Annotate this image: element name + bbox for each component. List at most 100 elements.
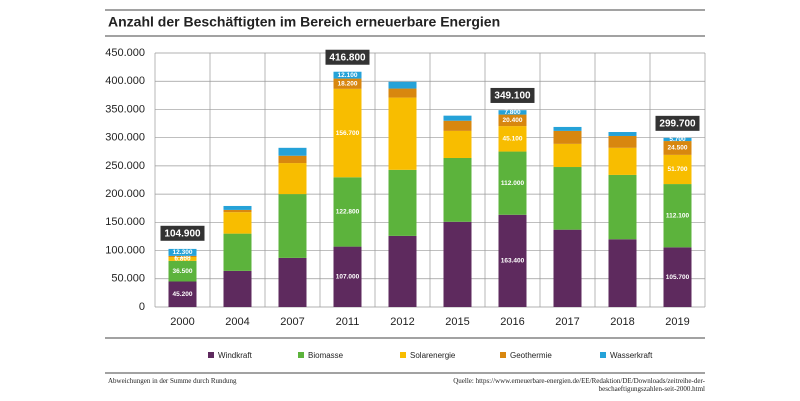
bar-segment <box>608 147 637 175</box>
bar-segment <box>223 270 252 307</box>
value-label: 112.000 <box>501 180 525 187</box>
bar-segment <box>333 246 362 307</box>
bar-segment <box>223 233 252 271</box>
x-tick-label: 2012 <box>390 316 414 328</box>
bar-segment <box>168 260 197 282</box>
value-label: 36.500 <box>173 268 193 275</box>
value-label: 7.800 <box>504 109 521 116</box>
chart-title: Anzahl der Beschäftigten im Bereich erne… <box>108 14 500 30</box>
bar-segment <box>608 132 637 136</box>
value-label: 112.100 <box>666 212 690 219</box>
bar-segment <box>663 137 692 142</box>
bar-segment <box>278 155 307 164</box>
value-label: 18.200 <box>338 80 358 87</box>
legend-swatch <box>298 352 304 358</box>
bar-segment <box>553 143 582 168</box>
value-label: 105.700 <box>666 274 690 281</box>
x-tick-label: 2017 <box>555 316 579 328</box>
bar-segment <box>333 88 362 178</box>
bar-segment <box>333 78 362 89</box>
x-tick-label: 2019 <box>665 316 689 328</box>
x-tick-label: 2000 <box>170 316 194 328</box>
bar-segment <box>278 257 307 307</box>
legend-label: Wasserkraft <box>610 351 653 360</box>
bar-segment <box>663 154 692 185</box>
bar-segment <box>608 135 637 148</box>
bar-segment <box>663 184 692 248</box>
bar-segment <box>443 130 472 158</box>
bar-segment <box>388 235 417 307</box>
legend-swatch <box>400 352 406 358</box>
value-label: 156.700 <box>336 130 360 137</box>
bar-segment <box>443 157 472 222</box>
y-tick-label: 300.000 <box>105 132 145 144</box>
y-tick-label: 100.000 <box>105 244 145 256</box>
y-tick-label: 200.000 <box>105 188 145 200</box>
bar-segment <box>553 167 582 230</box>
legend-swatch <box>500 352 506 358</box>
x-tick-label: 2015 <box>445 316 469 328</box>
source: Quelle: https://www.erneuerbare-energien… <box>453 377 705 393</box>
value-label: 2.100 <box>174 253 191 260</box>
y-tick-label: 150.000 <box>105 216 145 228</box>
value-label: 107.000 <box>336 274 360 281</box>
y-tick-label: 400.000 <box>105 75 145 87</box>
x-tick-label: 2016 <box>500 316 524 328</box>
bar-segment <box>168 257 197 261</box>
y-tick-label: 50.000 <box>111 273 145 285</box>
total-box <box>160 225 205 241</box>
value-label: 45.200 <box>173 291 193 298</box>
bar-segment <box>278 147 307 156</box>
value-label: 51.700 <box>668 166 688 173</box>
legend-label: Biomasse <box>308 351 344 360</box>
total-box <box>490 87 535 103</box>
total-label: 299.700 <box>659 118 696 129</box>
value-label: 122.800 <box>336 209 360 216</box>
bar-segment <box>388 88 417 98</box>
value-label: 5.700 <box>669 136 686 143</box>
footnote: Abweichungen in der Summe durch Rundung <box>108 377 237 385</box>
bar-segment <box>498 214 527 307</box>
bar-segment <box>278 194 307 258</box>
bar-segment <box>333 177 362 247</box>
bar-segment <box>553 130 582 144</box>
bar-segment <box>168 281 197 307</box>
bar-segment <box>498 110 527 115</box>
bar-segment <box>608 174 637 240</box>
x-tick-label: 2018 <box>610 316 634 328</box>
total-box <box>655 115 700 131</box>
bar-segment <box>443 120 472 131</box>
y-tick-label: 350.000 <box>105 103 145 115</box>
total-label: 104.900 <box>164 228 201 239</box>
bar-segment <box>388 81 417 89</box>
bar-segment <box>223 209 252 213</box>
bar-segment <box>663 247 692 307</box>
total-box <box>325 49 370 65</box>
value-label: 20.400 <box>503 117 523 124</box>
bar-segment <box>608 239 637 307</box>
bar-segment <box>168 255 197 258</box>
value-label: 6.800 <box>174 256 191 263</box>
total-label: 349.100 <box>494 91 531 102</box>
legend-label: Windkraft <box>218 351 253 360</box>
bar-segment <box>278 163 307 195</box>
bar-segment <box>168 248 197 256</box>
bar-segment <box>553 229 582 307</box>
value-label: 24.500 <box>668 145 688 152</box>
bar-segment <box>443 115 472 121</box>
y-tick-label: 0 <box>139 301 145 313</box>
legend-label: Geothermie <box>510 351 552 360</box>
bar-segment <box>388 169 417 236</box>
value-label: 163.400 <box>501 258 525 265</box>
bar-segment <box>553 126 582 131</box>
legend-swatch <box>600 352 606 358</box>
x-tick-label: 2004 <box>225 316 249 328</box>
bar-segment <box>223 205 252 210</box>
bar-segment <box>498 114 527 127</box>
x-tick-label: 2011 <box>336 316 360 328</box>
total-label: 416.800 <box>329 52 366 63</box>
value-label: 12.300 <box>173 249 193 256</box>
legend-swatch <box>208 352 214 358</box>
